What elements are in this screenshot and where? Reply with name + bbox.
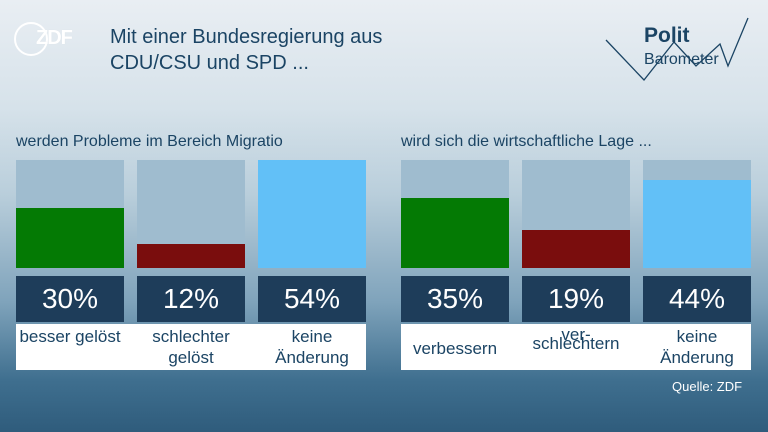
- headline-line-1: Mit einer Bundesregierung aus: [110, 26, 383, 48]
- chart-title-migration: werden Probleme im Bereich Migratio: [16, 133, 283, 150]
- category-label-part: ver-: [561, 325, 591, 344]
- zdf-logo-text: ZDF: [36, 27, 73, 49]
- politbarometer-logo: Polit Barometer: [600, 16, 760, 86]
- politbarometer-polit: Polit: [644, 24, 690, 47]
- data-label: 35%: [401, 276, 509, 322]
- data-label: 54%: [258, 276, 366, 322]
- headline-line-2: CDU/CSU und SPD ...: [110, 52, 309, 74]
- bar-background: [522, 160, 630, 268]
- headline: Mit einer Bundesregierung aus CDU/CSU un…: [110, 24, 530, 76]
- zdf-logo: ZDF: [14, 22, 73, 56]
- bar-background: [137, 160, 245, 268]
- source-note: Quelle: ZDF: [672, 379, 743, 394]
- bar-background: [258, 160, 366, 268]
- category-label: schlechter gelöst: [152, 327, 230, 367]
- zdf-logo-icon: [14, 22, 48, 56]
- bar: [522, 230, 630, 268]
- category-label: keine Änderung: [275, 327, 349, 367]
- category-label: keine Änderung: [660, 327, 734, 367]
- category-label: ver-schlechtern: [522, 326, 630, 352]
- bar: [258, 160, 366, 268]
- bar: [137, 244, 245, 268]
- data-label: 44%: [643, 276, 751, 322]
- category-label: besser gelöst: [19, 327, 121, 346]
- bar-background: [643, 160, 751, 268]
- data-label: 19%: [522, 276, 630, 322]
- label-row-economy: [401, 324, 751, 370]
- bar: [401, 198, 509, 268]
- category-label: verbessern: [412, 339, 498, 358]
- category-label-part: schlechtern: [532, 334, 620, 353]
- bar: [16, 208, 124, 268]
- data-label: 30%: [16, 276, 124, 322]
- bar-background: [401, 160, 509, 268]
- data-label: 12%: [137, 276, 245, 322]
- politbarometer-barometer: Barometer: [644, 51, 719, 68]
- chart-title-economy: wird sich die wirtschaftliche Lage ...: [401, 133, 652, 150]
- bar: [643, 180, 751, 268]
- politbarometer-graph-icon: [605, 17, 749, 81]
- bar-background: [16, 160, 124, 268]
- label-row-migration: [16, 324, 366, 370]
